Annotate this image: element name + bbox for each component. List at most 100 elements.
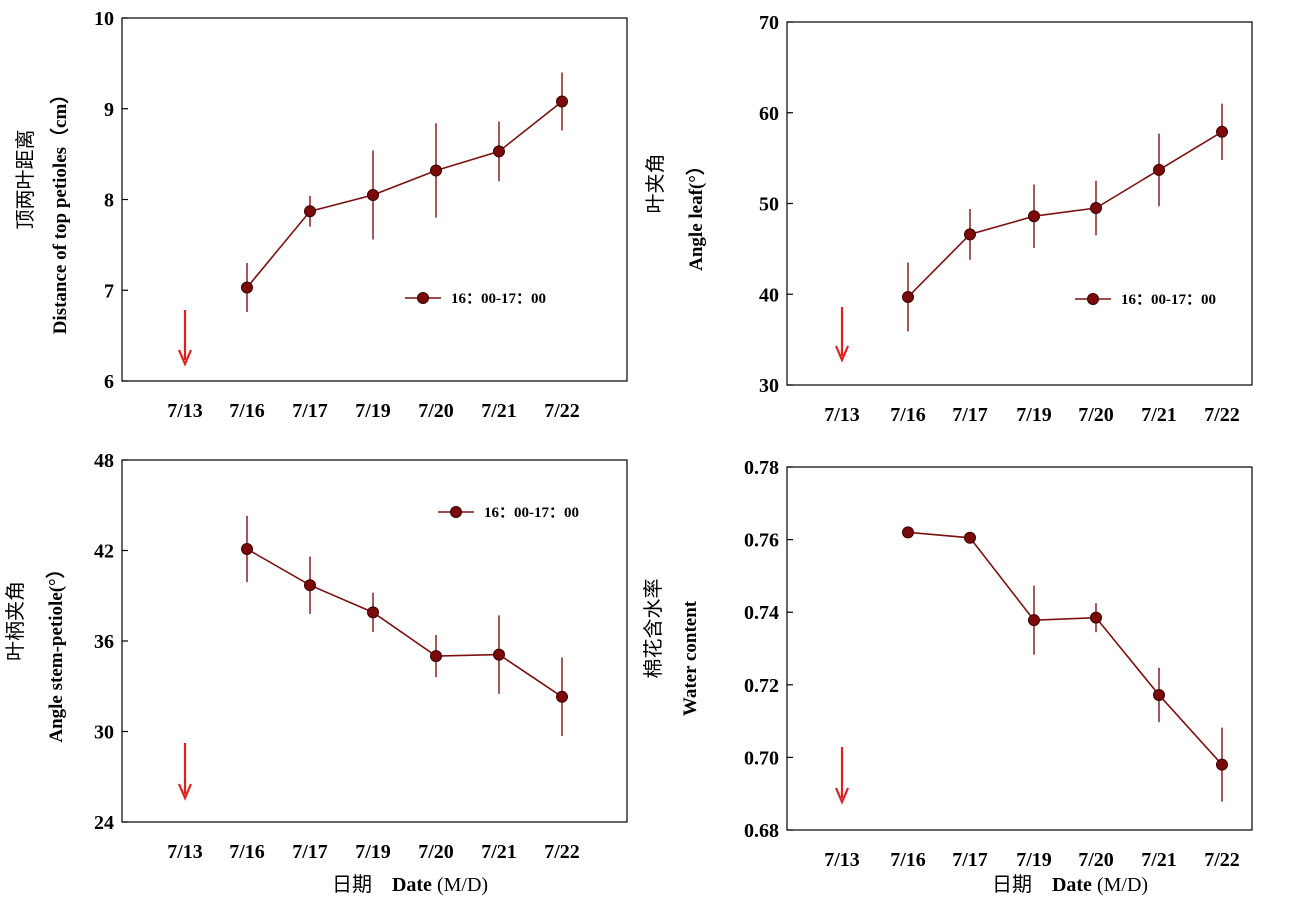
x-axis-title-cn: 日期 — [992, 874, 1032, 896]
x-tick-label: 7/21 — [1141, 849, 1177, 871]
data-point — [493, 145, 505, 158]
data-point — [493, 648, 505, 661]
y-axis-title-cn: 叶夹角 — [644, 154, 667, 214]
y-tick-label: 0.68 — [744, 820, 779, 842]
data-point — [902, 526, 914, 539]
x-axis-title-en: Date — [1052, 874, 1092, 896]
event-arrow-head — [177, 349, 193, 367]
x-tick-label: 7/22 — [1204, 404, 1240, 426]
y-tick-label: 48 — [94, 450, 114, 472]
event-arrow-head — [177, 783, 193, 801]
y-tick-label: 30 — [759, 375, 779, 397]
x-tick-label: 7/22 — [1204, 849, 1240, 871]
x-axis-title-unit: (M/D) — [1097, 874, 1148, 896]
y-axis-title-cn: 棉花含水率 — [642, 579, 665, 679]
legend-marker — [1087, 293, 1099, 305]
x-tick-label: 7/13 — [824, 404, 860, 426]
x-axis-title-unit: (M/D) — [437, 874, 488, 896]
y-tick-label: 10 — [94, 8, 114, 30]
y-axis-title-en: Water content — [680, 600, 701, 716]
x-tick-label: 7/16 — [890, 849, 926, 871]
x-tick-label: 7/22 — [544, 400, 580, 422]
data-point — [1028, 614, 1040, 627]
chart-panel-1: 6 7 8 9 10 7/13 7/16 7/17 7/19 7/20 7/21 7/22 顶两叶距离 D… — [14, 8, 628, 422]
data-point — [1216, 758, 1228, 771]
x-tick-label: 7/13 — [824, 849, 860, 871]
data-point — [556, 95, 568, 108]
y-tick-label: 0.78 — [744, 457, 779, 479]
legend-label: 16：00-17：00 — [451, 291, 546, 307]
x-tick-label: 7/16 — [229, 841, 265, 863]
x-tick-label: 7/16 — [890, 404, 926, 426]
x-tick-label: 7/21 — [1141, 404, 1177, 426]
x-tick-label: 7/13 — [167, 841, 203, 863]
data-point — [304, 579, 316, 592]
y-tick-label: 70 — [759, 12, 779, 34]
y-tick-label: 36 — [94, 631, 114, 653]
chart-panel-4: 0.68 0.70 0.72 0.74 0.76 0.78 7/13 7/16 7/17 7/19… — [642, 457, 1253, 871]
data-point — [241, 281, 253, 294]
x-tick-label: 7/20 — [1078, 849, 1114, 871]
data-point — [430, 164, 442, 177]
y-tick-label: 7 — [104, 280, 114, 302]
x-tick-label: 7/22 — [544, 841, 580, 863]
plot-frame — [786, 21, 1253, 386]
data-point — [304, 205, 316, 218]
data-point — [1090, 202, 1102, 215]
x-tick-label: 7/19 — [355, 400, 391, 422]
x-tick-label: 7/21 — [481, 841, 517, 863]
y-tick-label: 42 — [94, 541, 114, 563]
data-point — [556, 690, 568, 703]
x-tick-label: 7/20 — [418, 400, 454, 422]
data-point — [964, 531, 976, 544]
y-axis-title-cn: 叶柄夹角 — [4, 581, 27, 661]
y-tick-label: 6 — [104, 371, 114, 393]
data-point — [1216, 125, 1228, 138]
y-tick-label: 24 — [94, 812, 114, 834]
y-tick-label: 60 — [759, 103, 779, 125]
legend-label: 16：00-17：00 — [1121, 292, 1216, 308]
y-tick-label: 0.76 — [744, 530, 779, 552]
y-axis-title-en: Angle leaf(°） — [684, 156, 707, 271]
event-arrow-head — [834, 345, 850, 363]
data-point — [964, 228, 976, 241]
series-line — [246, 100, 563, 289]
data-point — [1028, 210, 1040, 223]
x-tick-label: 7/17 — [292, 841, 328, 863]
x-tick-label: 7/20 — [418, 841, 454, 863]
data-point — [902, 290, 914, 303]
y-axis-title-cn: 顶两叶距离 — [14, 130, 37, 230]
data-point — [241, 542, 253, 555]
x-tick-label: 7/19 — [1016, 849, 1052, 871]
chart-panel-3: 24 30 36 42 48 7/13 7/16 7/17 7/19 7/20 7/21 7/22 叶柄… — [4, 450, 628, 863]
data-point — [367, 188, 379, 201]
y-axis-title-en: Angle stem-petiole(°） — [44, 559, 67, 742]
plot-frame — [786, 466, 1253, 831]
x-tick-label: 7/13 — [167, 400, 203, 422]
x-tick-label: 7/17 — [952, 849, 988, 871]
event-arrow-head — [834, 787, 850, 805]
x-tick-label: 7/16 — [229, 400, 265, 422]
x-tick-label: 7/19 — [1016, 404, 1052, 426]
x-tick-label: 7/17 — [292, 400, 328, 422]
y-tick-label: 30 — [94, 722, 114, 744]
x-tick-label: 7/17 — [952, 404, 988, 426]
legend-label: 16：00-17：00 — [484, 505, 579, 521]
x-axis-title-cn: 日期 — [332, 874, 372, 896]
data-point — [367, 606, 379, 619]
chart-panel-2: 30 40 50 60 70 7/13 7/16 7/17 7/19 7/20 7/21 7/22 叶夹… — [644, 12, 1253, 426]
series-line — [907, 131, 1223, 298]
x-axis-title-2: 日期 Date (M/D) — [992, 874, 1148, 896]
y-tick-label: 40 — [759, 284, 779, 306]
y-tick-label: 9 — [104, 99, 114, 121]
y-tick-label: 8 — [104, 190, 114, 212]
series-line — [246, 548, 563, 698]
x-tick-label: 7/21 — [481, 400, 517, 422]
data-point — [1090, 611, 1102, 624]
data-point — [430, 650, 442, 663]
y-tick-label: 50 — [759, 194, 779, 216]
data-point — [1153, 688, 1165, 701]
series-line — [907, 531, 1223, 766]
legend-marker — [417, 292, 429, 304]
x-axis-title-1: 日期 Date (M/D) — [332, 874, 488, 896]
